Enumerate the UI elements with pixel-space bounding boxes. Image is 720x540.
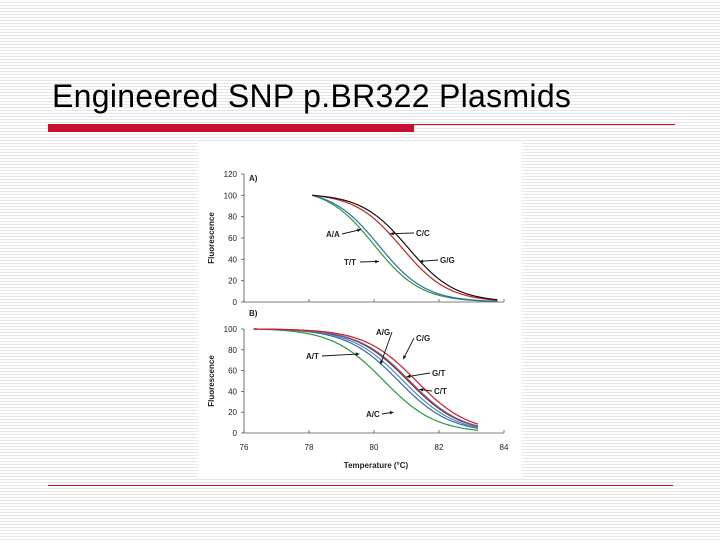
title-accent-bar [48, 124, 414, 132]
annotation-arrowhead [357, 228, 361, 232]
annotation-arrow [406, 372, 431, 378]
annotation-arrowhead [375, 259, 379, 264]
annotation-arrowhead [419, 259, 424, 263]
annotation-arrowhead [406, 374, 411, 378]
melting-curve-figure: 0 20 40 60 80 100 120 A) Fluorescence A/A T/T C/C G/… [198, 142, 522, 478]
y-axis-label: Fluorescence [207, 212, 216, 264]
annotation-arrowhead [419, 388, 424, 392]
annotation-label: G/T [432, 369, 445, 378]
series-line-c-g [253, 328, 479, 425]
melting-curve-chart: 0 20 40 60 80 100 120 A) Fluorescence A/A T/T C/C G/… [207, 170, 509, 470]
annotation-label: T/T [344, 258, 356, 267]
annotation-arrowhead [380, 360, 384, 365]
annotation-label: G/G [440, 256, 455, 265]
title-rule-line [414, 124, 675, 125]
annotation-arrow [402, 337, 415, 360]
annotation-arrowhead [389, 411, 394, 415]
x-tick-label: 76 [240, 443, 249, 452]
y-tick-label: 80 [228, 346, 237, 355]
y-axis-label: Fluorescence [207, 355, 216, 407]
footer-rule-line [48, 485, 673, 486]
x-tick-label: 80 [370, 443, 379, 452]
panel-label: A) [249, 174, 258, 183]
annotation-label: C/T [434, 387, 447, 396]
y-tick-label: 100 [224, 325, 238, 334]
annotation-arrow [380, 331, 393, 365]
annotation-label: A/G [376, 328, 390, 337]
x-tick-label: 78 [305, 443, 314, 452]
annotation-arrowhead [355, 352, 360, 356]
y-tick-label: 80 [228, 213, 237, 222]
series-line-a-c [253, 328, 479, 431]
annotation-label: A/A [326, 230, 340, 239]
annotation-label: C/C [416, 229, 430, 238]
x-tick-label: 84 [500, 443, 509, 452]
series-line-a-a [312, 194, 498, 303]
y-tick-label: 100 [224, 191, 238, 200]
annotation-arrow [390, 232, 415, 235]
y-tick-label: 0 [233, 429, 238, 438]
y-tick-label: 0 [233, 298, 238, 307]
annotation-label: A/T [306, 352, 319, 361]
series-line-c-c [312, 194, 498, 301]
slide-title: Engineered SNP p.BR322 Plasmids [52, 78, 572, 114]
y-tick-label: 60 [228, 367, 237, 376]
x-tick-label: 82 [435, 443, 444, 452]
series-line-t-t [312, 194, 498, 302]
y-tick-label: 120 [224, 170, 238, 179]
y-tick-label: 20 [228, 408, 237, 417]
annotation-label: A/C [366, 410, 380, 419]
annotation-arrowhead [403, 355, 407, 360]
x-axis-label: Temperature (°C) [344, 461, 409, 470]
y-tick-label: 20 [228, 277, 237, 286]
annotation-arrowhead [390, 231, 394, 236]
y-tick-label: 60 [228, 234, 237, 243]
annotation-arrow [321, 353, 360, 357]
panel-label: B) [249, 309, 258, 318]
annotation-label: C/G [416, 334, 430, 343]
y-tick-label: 40 [228, 255, 237, 264]
series-line-g-g [312, 194, 498, 301]
y-tick-label: 40 [228, 387, 237, 396]
